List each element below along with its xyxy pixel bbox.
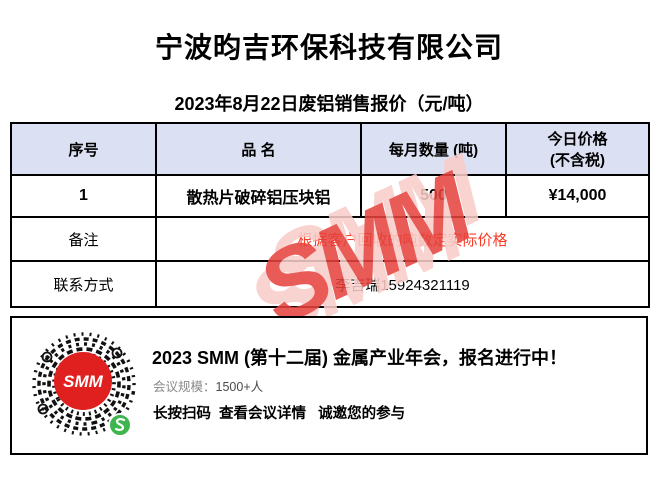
conference-banner: SMM 2023 SMM (第十二届) 金属产业年会，报名进行中！ 会议规模：1… (10, 316, 648, 455)
header-price: 今日价格 (不含税) (505, 122, 650, 176)
smm-logo-circle (54, 352, 112, 410)
scale-value: 1500+人 (215, 380, 264, 394)
contact-row: 联系方式 李吉瑞15924321119 (10, 260, 650, 308)
header-product: 品 名 (155, 122, 362, 176)
cell-quantity: 500 (360, 174, 507, 218)
conference-title: 2023 SMM (第十二届) 金属产业年会，报名进行中！ (152, 348, 568, 368)
wechat-qr-code: SMM (32, 332, 136, 437)
note-row: 备注 根据客户回收的吨数定实际价格 (10, 216, 650, 262)
cell-product: 散热片破碎铝压块铝 (155, 174, 362, 218)
table-header-row: 序号 品 名 每月数量 (吨) 今日价格 (不含税) (10, 122, 650, 176)
table-row: 1 散热片破碎铝压块铝 500 ¥14,000 (10, 174, 650, 218)
conference-cta: 长按扫码 查看会议详情 诚邀您的参与 (153, 406, 406, 422)
cell-index: 1 (10, 174, 157, 218)
scale-label: 会议规模： (153, 380, 216, 394)
header-quantity: 每月数量 (吨) (360, 122, 507, 176)
price-table: 序号 品 名 每月数量 (吨) 今日价格 (不含税) 1 散热片破碎铝压块铝 5… (10, 122, 650, 308)
header-index: 序号 (10, 122, 157, 176)
report-title: 2023年8月22日废铝销售报价（元/吨） (174, 94, 484, 114)
contact-value: 李吉瑞15924321119 (155, 260, 650, 308)
smm-logo-text: SMM (63, 372, 104, 391)
qr-marker-icon (37, 347, 123, 415)
contact-label: 联系方式 (10, 260, 157, 308)
company-title: 宁波昀吉环保科技有限公司 (154, 32, 503, 63)
conference-scale: 会议规模：1500+人 (153, 376, 263, 395)
note-label: 备注 (10, 216, 157, 262)
cell-price: ¥14,000 (505, 174, 650, 218)
note-value: 根据客户回收的吨数定实际价格 (155, 216, 650, 262)
